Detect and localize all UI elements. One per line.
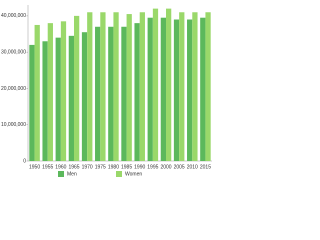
x-tick-label: 2005 (174, 164, 185, 170)
x-tick-label: 1980 (108, 164, 119, 170)
bar (179, 12, 185, 161)
x-tick-label: 2010 (187, 164, 198, 170)
bar (187, 19, 193, 161)
x-tick-label: 1995 (147, 164, 158, 170)
bar (74, 15, 80, 161)
bar (42, 41, 48, 161)
bar (47, 23, 53, 162)
legend-label: Men (67, 171, 77, 177)
legend-swatch (58, 171, 64, 177)
y-tick-label: 0 (23, 158, 26, 164)
chart: 0 10,000,000 20,000,000 30,000,000 40,000,00… (1, 5, 212, 177)
bar (95, 26, 101, 162)
x-tick-label: 1950 (29, 164, 40, 170)
bar (60, 21, 67, 162)
bar (113, 12, 119, 161)
legend-swatch (116, 171, 122, 177)
x-tick-label: 1985 (121, 164, 132, 170)
bar (87, 12, 93, 161)
bar (34, 24, 40, 161)
bar (200, 17, 206, 161)
x-tick-label: 1975 (95, 164, 106, 170)
bar (205, 12, 211, 161)
bar (134, 23, 140, 162)
x-tick-label: 2000 (160, 164, 171, 170)
bar (166, 8, 172, 162)
bar (160, 17, 166, 161)
legend-label: Women (125, 171, 142, 177)
bar (121, 26, 127, 162)
bar (192, 12, 198, 161)
bar (173, 19, 180, 161)
x-tick-label: 1965 (68, 164, 79, 170)
y-tick-label: 10,000,000 (1, 122, 26, 128)
y-tick-label: 30,000,000 (1, 49, 26, 55)
y-tick-label: 40,000,000 (1, 13, 26, 19)
bar (81, 32, 88, 161)
bar (100, 12, 106, 161)
bar (29, 44, 35, 161)
bar (55, 37, 61, 161)
bar (139, 12, 145, 161)
bar (68, 35, 74, 162)
bar (152, 8, 159, 162)
page: {"chart_data":{"type":"bar", "categories… (0, 5, 212, 178)
x-tick-label: 1955 (42, 164, 53, 170)
x-tick-label: 2015 (200, 164, 211, 170)
y-tick-label: 20,000,000 (1, 86, 26, 92)
bar (108, 26, 114, 162)
bar (126, 14, 132, 162)
bar (147, 17, 153, 161)
x-tick-label: 1990 (134, 164, 145, 170)
x-tick-label: 1960 (55, 164, 66, 170)
x-tick-label: 1970 (82, 164, 93, 170)
